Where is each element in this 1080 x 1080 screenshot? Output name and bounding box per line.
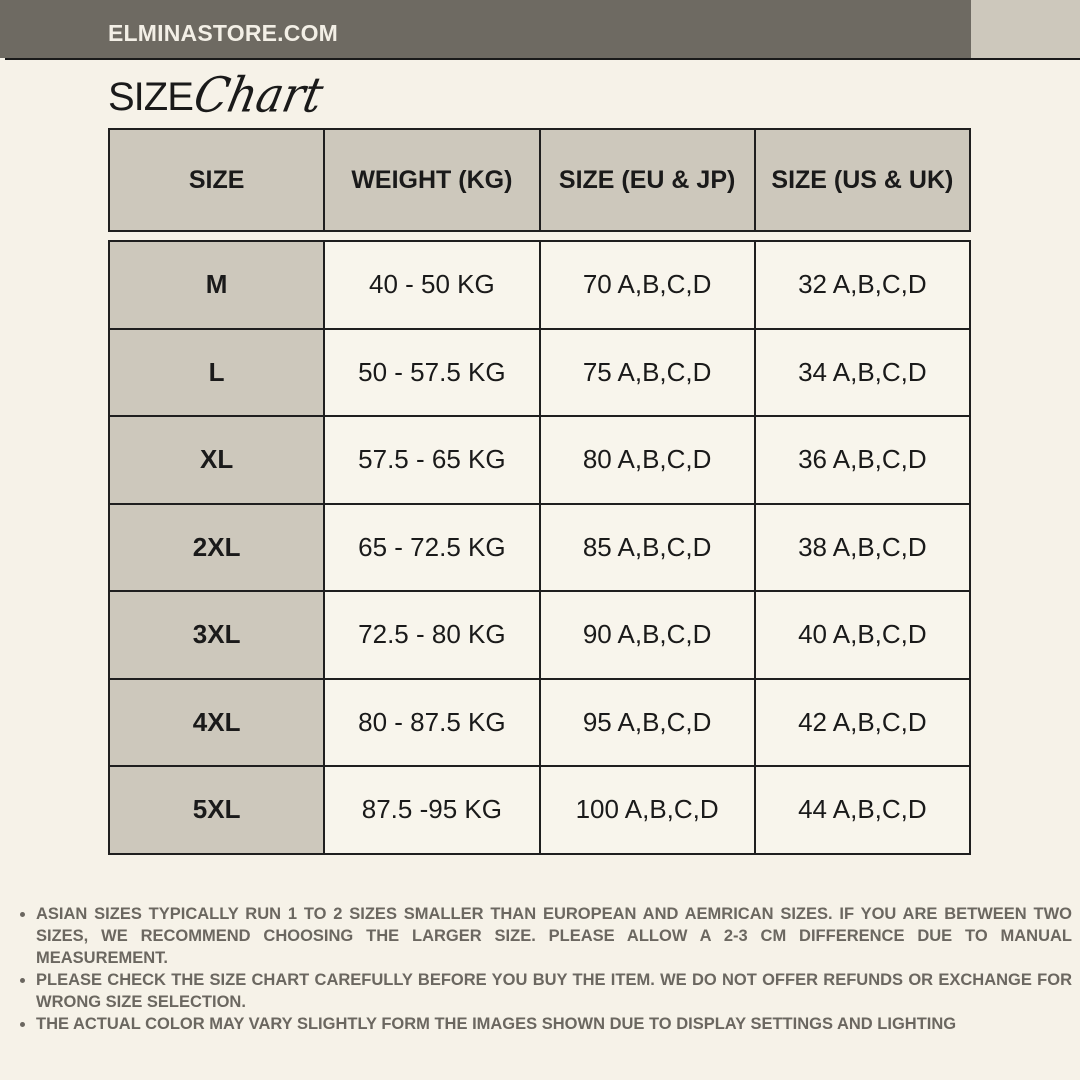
table-cell: 40 A,B,C,D [753,590,972,680]
size-cell: 2XL [107,502,326,592]
table-row: 2XL 65 - 72.5 KG 85 A,B,C,D 38 A,B,C,D [107,502,972,592]
size-cell: L [107,327,326,417]
table-cell: 40 - 50 KG [323,240,541,330]
header-divider [5,58,1080,60]
note-item: PLEASE CHECK THE SIZE CHART CAREFULLY BE… [36,969,1072,1013]
table-row: 4XL 80 - 87.5 KG 95 A,B,C,D 42 A,B,C,D [107,677,972,767]
size-cell: 3XL [107,590,326,680]
table-cell: 85 A,B,C,D [538,502,756,592]
table-cell: 57.5 - 65 KG [323,415,541,505]
title-size: SIZE [108,75,194,119]
column-header: SIZE [107,128,326,232]
size-cell: 4XL [107,677,326,767]
table-row: 3XL 72.5 - 80 KG 90 A,B,C,D 40 A,B,C,D [107,590,972,680]
table-cell: 32 A,B,C,D [753,240,972,330]
table-row: 5XL 87.5 -95 KG 100 A,B,C,D 44 A,B,C,D [107,765,972,855]
table-cell: 75 A,B,C,D [538,327,756,417]
table-cell: 70 A,B,C,D [538,240,756,330]
table-cell: 80 A,B,C,D [538,415,756,505]
table-cell: 36 A,B,C,D [753,415,972,505]
column-header: WEIGHT (KG) [323,128,541,232]
size-table-header: SIZE WEIGHT (KG) SIZE (EU & JP) SIZE (US & … [107,128,972,232]
note-item: THE ACTUAL COLOR MAY VARY SLIGHTLY FORM … [36,1013,1072,1035]
table-cell: 50 - 57.5 KG [323,327,541,417]
table-cell: 44 A,B,C,D [753,765,972,855]
table-cell: 72.5 - 80 KG [323,590,541,680]
table-cell: 95 A,B,C,D [538,677,756,767]
size-cell: XL [107,415,326,505]
size-cell: M [107,240,326,330]
table-cell: 100 A,B,C,D [538,765,756,855]
table-cell: 42 A,B,C,D [753,677,972,767]
table-cell: 80 - 87.5 KG [323,677,541,767]
table-cell: 90 A,B,C,D [538,590,756,680]
column-header: SIZE (US & UK) [753,128,972,232]
column-header: SIZE (EU & JP) [538,128,756,232]
table-row: M 40 - 50 KG 70 A,B,C,D 32 A,B,C,D [107,240,972,330]
table-cell: 87.5 -95 KG [323,765,541,855]
header-bar [0,0,971,58]
note-item: ASIAN SIZES TYPICALLY RUN 1 TO 2 SIZES S… [36,903,1072,969]
size-cell: 5XL [107,765,326,855]
size-table: M 40 - 50 KG 70 A,B,C,D 32 A,B,C,D L 50 - 57.… [107,240,972,855]
header-accent-block [971,0,1080,58]
table-cell: 34 A,B,C,D [753,327,972,417]
table-cell: 38 A,B,C,D [753,502,972,592]
title-chart-script: Chart [188,67,328,124]
header-row: SIZE WEIGHT (KG) SIZE (EU & JP) SIZE (US & … [107,128,972,232]
page-title: SIZE Chart [108,67,328,123]
table-row: XL 57.5 - 65 KG 80 A,B,C,D 36 A,B,C,D [107,415,972,505]
brand-name: ELMINASTORE.COM [108,20,339,46]
table-cell: 65 - 72.5 KG [323,502,541,592]
table-row: L 50 - 57.5 KG 75 A,B,C,D 34 A,B,C,D [107,327,972,417]
notes-list: ASIAN SIZES TYPICALLY RUN 1 TO 2 SIZES S… [18,903,1072,1035]
